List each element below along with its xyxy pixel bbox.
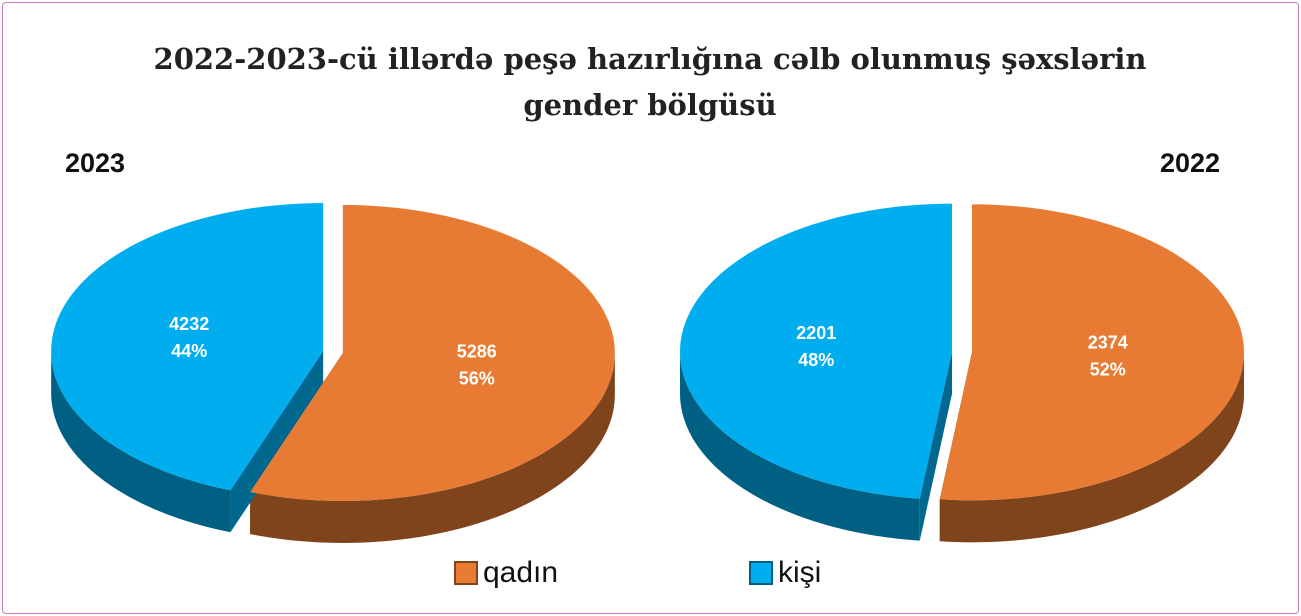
data-label-percent: 48% — [798, 350, 834, 370]
slice — [51, 203, 324, 491]
slice-side — [939, 352, 1244, 543]
slice — [250, 204, 615, 501]
data-label: 2201 — [796, 323, 836, 343]
legend-label: kişi — [778, 556, 821, 589]
chart-title: 2022-2023-cü illərdə peşə hazırlığına cə… — [153, 42, 1147, 122]
slice-side — [680, 351, 920, 541]
data-label-percent: 44% — [171, 341, 207, 361]
pie-title: 2023 — [65, 148, 125, 178]
legend-swatch — [454, 561, 478, 585]
pie-title: 2022 — [1160, 148, 1220, 178]
legend-label: qadın — [483, 556, 558, 589]
data-label: 4232 — [169, 314, 209, 334]
legend-swatch — [749, 561, 773, 585]
data-label-percent: 52% — [1090, 359, 1126, 379]
slice — [939, 204, 1244, 501]
slice-side — [250, 352, 615, 543]
slice-cut-face — [919, 351, 953, 541]
slice — [680, 203, 953, 499]
data-label: 2374 — [1088, 332, 1128, 352]
data-label-percent: 56% — [459, 368, 495, 388]
slice-side — [51, 351, 231, 533]
data-label: 5286 — [457, 341, 497, 361]
